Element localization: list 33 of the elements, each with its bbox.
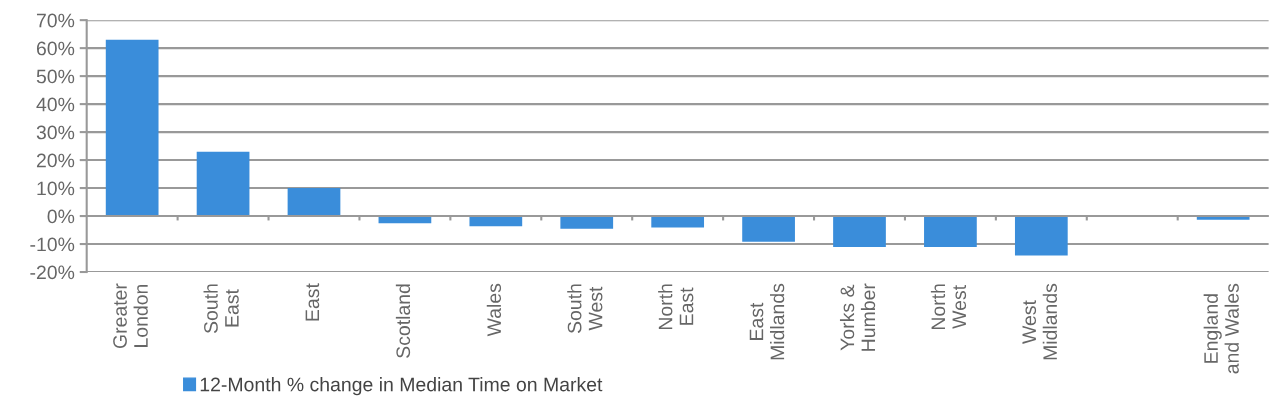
- y-tick-label: 40%: [36, 97, 75, 112]
- y-tick-label: -20%: [30, 265, 75, 280]
- y-tick-label: 60%: [36, 41, 75, 56]
- bar: [560, 216, 614, 229]
- y-tick-label: -10%: [30, 237, 75, 252]
- x-tick-label: South West: [567, 284, 603, 334]
- y-tick-label: 10%: [37, 181, 75, 196]
- bar: [651, 216, 705, 228]
- y-tick-label: 70%: [36, 13, 75, 28]
- x-tick-label: North East: [658, 284, 694, 330]
- x-tick-label: West Midlands: [1022, 283, 1058, 360]
- x-tick-label: Yorks & Humber: [839, 283, 876, 351]
- y-tick-label: 30%: [36, 125, 75, 140]
- y-tick-label: 50%: [36, 69, 75, 84]
- bar: [742, 216, 795, 242]
- x-tick-label: East Midlands: [749, 283, 785, 360]
- x-tick-label: East: [305, 283, 320, 321]
- x-tick-label: Scotland: [395, 284, 411, 358]
- bar: [924, 216, 977, 248]
- x-tick-label: Wales: [486, 283, 502, 337]
- bar: [196, 151, 250, 217]
- bar: [469, 216, 523, 227]
- bar: [1014, 216, 1068, 256]
- x-tick-label: Greater London: [113, 283, 148, 349]
- bar: [105, 39, 159, 217]
- y-tick-label: 20%: [36, 153, 75, 168]
- x-tick-label: England and Wales: [1203, 283, 1239, 374]
- bar: [833, 216, 886, 248]
- x-tick-label: North West: [930, 284, 967, 330]
- y-tick-label: 0%: [47, 209, 75, 224]
- x-tick-label: South East: [203, 284, 239, 334]
- bar: [287, 188, 341, 217]
- legend-label: 12-Month % change in Median Time on Market: [200, 377, 603, 396]
